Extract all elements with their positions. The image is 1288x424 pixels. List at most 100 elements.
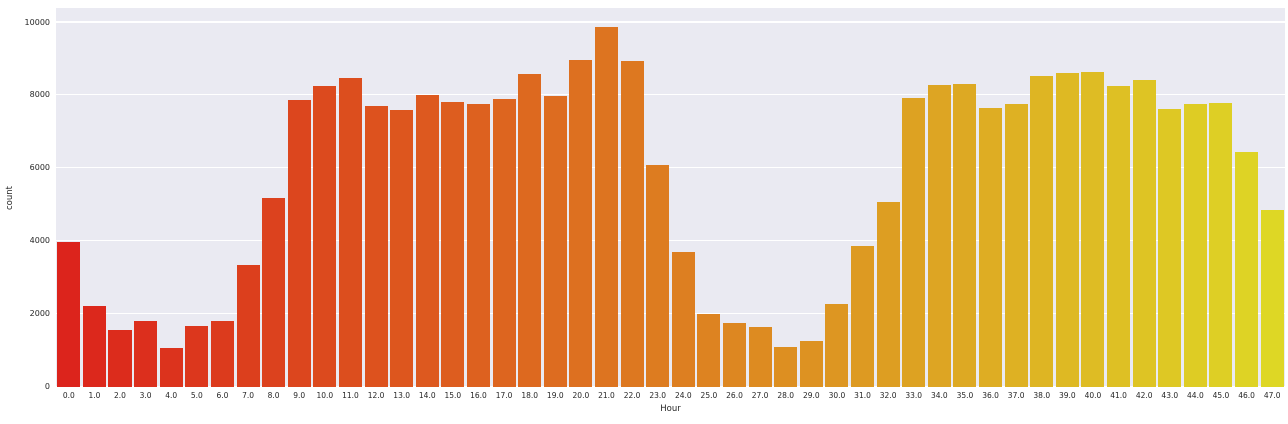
- x-tick-label: 32.0: [879, 391, 897, 400]
- x-tick-label: 29.0: [802, 391, 820, 400]
- x-tick-label: 33.0: [905, 391, 923, 400]
- bar: [774, 346, 798, 387]
- x-tick-label: 31.0: [854, 391, 871, 400]
- x-tick-label: 44.0: [1187, 391, 1204, 400]
- bar: [1132, 80, 1156, 387]
- gridline: [56, 385, 1285, 387]
- bar: [1004, 103, 1028, 387]
- x-tick-label: 4.0: [165, 391, 178, 400]
- bar: [1209, 103, 1233, 387]
- x-tick-label: 24.0: [674, 391, 692, 400]
- x-tick-label: 35.0: [956, 391, 974, 400]
- x-tick-label: 11.0: [342, 391, 359, 400]
- plot-area: [56, 8, 1285, 387]
- x-tick-label: 19.0: [546, 391, 564, 400]
- bar: [902, 98, 926, 387]
- x-tick-label: 41.0: [1110, 391, 1127, 400]
- bar: [1260, 210, 1284, 387]
- bar: [1183, 104, 1207, 387]
- bar: [185, 326, 209, 387]
- x-tick-label: 23.0: [649, 391, 667, 400]
- x-tick-label: 21.0: [598, 391, 615, 400]
- bar: [415, 95, 439, 387]
- gridline: [56, 312, 1285, 315]
- bar: [57, 242, 81, 387]
- x-tick-label: 16.0: [470, 391, 487, 400]
- bar: [927, 85, 951, 387]
- y-tick-label: 0: [44, 382, 50, 391]
- gridline: [56, 239, 1285, 242]
- bar: [646, 165, 670, 387]
- bar: [620, 60, 644, 387]
- x-tick-label: 15.0: [444, 391, 462, 400]
- bar: [671, 251, 695, 387]
- bar: [390, 110, 414, 387]
- bar: [594, 27, 618, 387]
- y-tick-label: 2000: [29, 309, 50, 319]
- bar: [1107, 86, 1131, 387]
- x-tick-label: 45.0: [1212, 391, 1230, 400]
- y-axis-title: count: [4, 185, 15, 210]
- bar: [876, 201, 900, 387]
- x-tick-label: 30.0: [828, 391, 846, 400]
- x-axis-title: Hour: [660, 404, 681, 414]
- bar: [1235, 151, 1259, 387]
- x-tick-label: 26.0: [726, 391, 743, 400]
- x-tick-label: 40.0: [1084, 391, 1102, 400]
- bar: [1158, 108, 1182, 387]
- y-tick-label: 8000: [29, 90, 50, 100]
- bar: [287, 99, 311, 387]
- bar: [466, 103, 490, 387]
- bar: [134, 320, 158, 387]
- bar: [210, 321, 234, 387]
- x-tick-label: 9.0: [293, 391, 306, 400]
- x-tick-label: 5.0: [190, 391, 203, 400]
- x-tick-label: 3.0: [139, 391, 152, 400]
- x-tick-label: 27.0: [751, 391, 769, 400]
- bar: [799, 341, 823, 387]
- x-tick-label: 12.0: [367, 391, 385, 400]
- x-tick-label: 6.0: [216, 391, 229, 400]
- bar: [236, 264, 260, 387]
- x-tick-label: 47.0: [1263, 391, 1281, 400]
- bar: [364, 106, 388, 387]
- gridline: [56, 94, 1285, 96]
- bar: [1055, 73, 1079, 387]
- bar: [979, 107, 1003, 387]
- bar: [851, 246, 875, 387]
- x-tick-label: 38.0: [1033, 391, 1051, 400]
- x-tick-label: 42.0: [1135, 391, 1153, 400]
- x-tick-label: 22.0: [623, 391, 641, 400]
- x-tick-label: 28.0: [777, 391, 795, 400]
- gridline: [56, 167, 1285, 169]
- bar: [748, 326, 772, 387]
- x-tick-label: 46.0: [1238, 391, 1255, 400]
- x-tick-label: 25.0: [700, 391, 718, 400]
- x-tick-label: 0.0: [62, 391, 75, 400]
- bar: [825, 304, 849, 387]
- y-tick-label: 6000: [29, 163, 50, 173]
- x-tick-label: 8.0: [267, 391, 280, 400]
- bar: [313, 85, 337, 387]
- bar: [441, 102, 465, 387]
- x-tick-label: 36.0: [982, 391, 999, 400]
- x-tick-label: 13.0: [393, 391, 411, 400]
- bar: [262, 198, 286, 387]
- bar: [1081, 71, 1105, 387]
- x-tick-label: 1.0: [88, 391, 101, 400]
- x-tick-label: 17.0: [495, 391, 513, 400]
- y-tick-label: 10000: [24, 17, 50, 27]
- x-tick-label: 10.0: [316, 391, 334, 400]
- bar: [953, 84, 977, 387]
- x-tick-label: 18.0: [521, 391, 539, 400]
- bar: [159, 348, 183, 387]
- x-tick-label: 14.0: [418, 391, 436, 400]
- x-tick-label: 34.0: [930, 391, 948, 400]
- x-tick-label: 39.0: [1059, 391, 1076, 400]
- x-tick-label: 2.0: [114, 391, 126, 400]
- bar: [338, 77, 362, 387]
- bar: [543, 95, 567, 387]
- x-tick-label: 20.0: [572, 391, 590, 400]
- bar: [569, 60, 593, 387]
- bar: [108, 329, 132, 387]
